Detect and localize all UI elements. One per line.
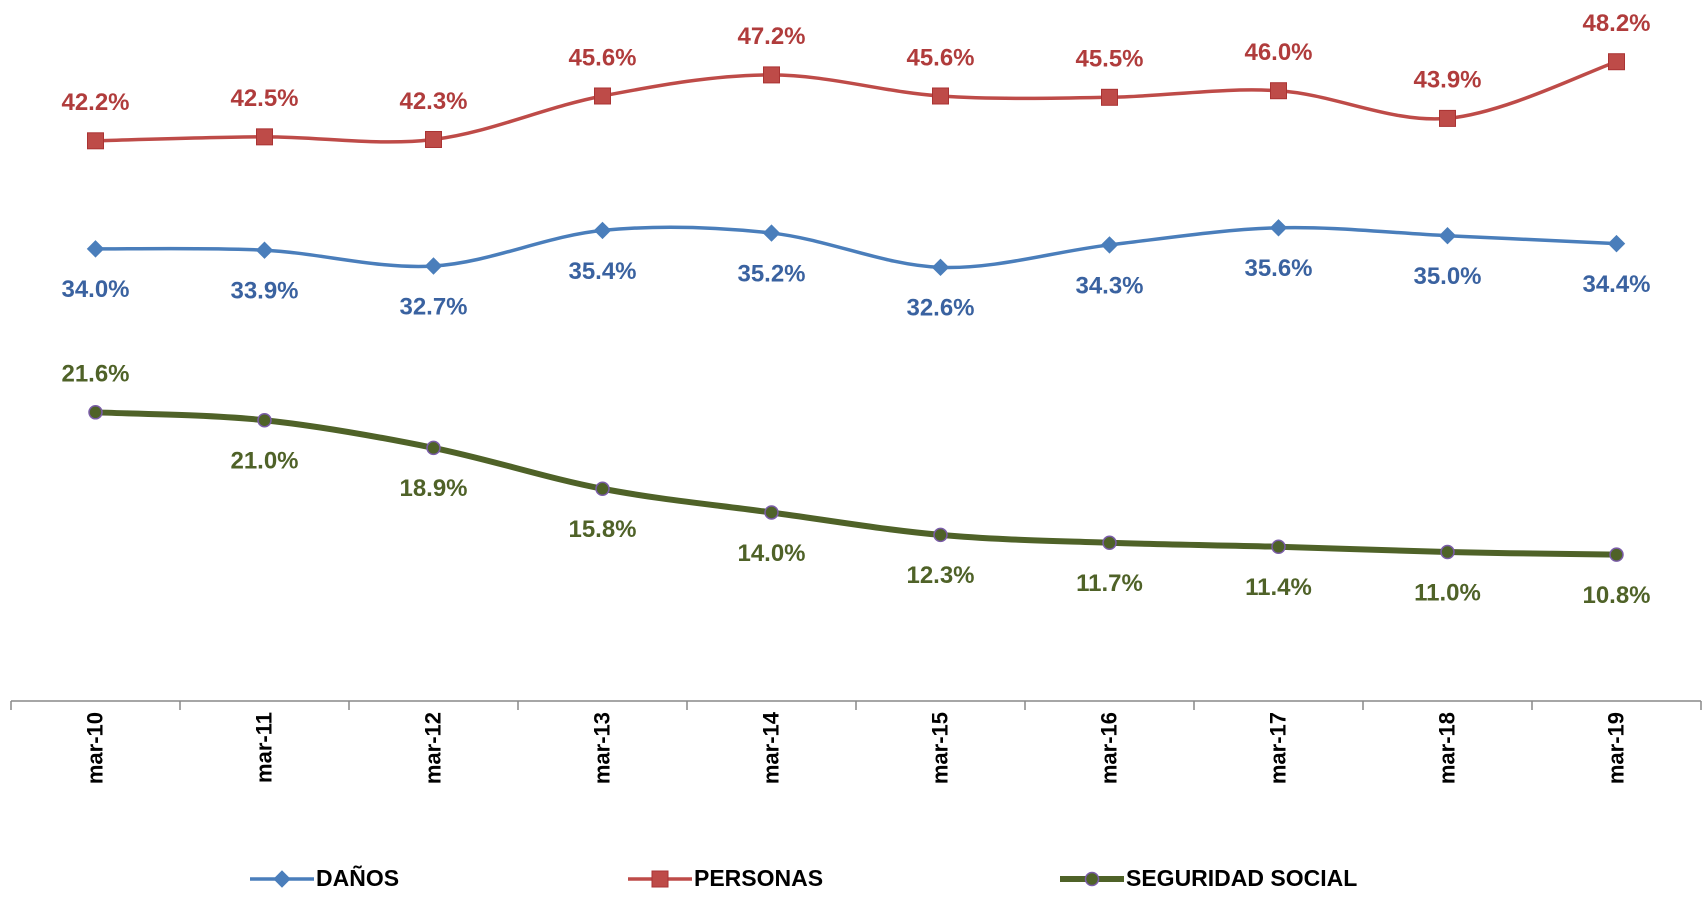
data-label: 34.0% xyxy=(61,276,129,303)
data-point xyxy=(257,412,272,428)
data-label: 45.6% xyxy=(906,44,974,71)
x-tick-label: mar-13 xyxy=(589,712,614,784)
data-label: 10.8% xyxy=(1582,582,1650,609)
data-label: 45.6% xyxy=(568,44,636,71)
data-point xyxy=(1608,53,1625,71)
data-point xyxy=(1440,544,1455,560)
data-label: 15.8% xyxy=(568,516,636,543)
data-point xyxy=(933,527,948,543)
x-tick-label: mar-10 xyxy=(82,712,107,784)
legend-marker xyxy=(651,870,669,888)
x-tick-label: mar-16 xyxy=(1096,712,1121,784)
data-label: 46.0% xyxy=(1244,39,1312,66)
data-label: 32.7% xyxy=(399,293,467,320)
legend-label: SEGURIDAD SOCIAL xyxy=(1126,865,1357,891)
data-point xyxy=(424,257,443,275)
data-point xyxy=(1269,219,1288,237)
data-point xyxy=(426,440,441,456)
data-label: 11.7% xyxy=(1076,570,1143,597)
data-label: 18.9% xyxy=(399,475,467,502)
data-point xyxy=(594,87,611,105)
data-label: 34.3% xyxy=(1075,272,1143,299)
data-point xyxy=(1439,109,1456,127)
data-label: 33.9% xyxy=(230,278,298,305)
data-point xyxy=(1100,236,1119,254)
data-label: 32.6% xyxy=(906,295,974,322)
data-point xyxy=(1270,82,1287,100)
data-point xyxy=(931,258,950,277)
data-label: 11.4% xyxy=(1245,574,1312,601)
legend-marker xyxy=(273,870,291,888)
data-label: 12.3% xyxy=(906,562,974,589)
data-label: 45.5% xyxy=(1075,46,1143,73)
data-point xyxy=(86,240,105,258)
x-tick-label: mar-18 xyxy=(1434,712,1459,784)
data-point xyxy=(425,130,442,148)
data-point xyxy=(1607,234,1626,253)
data-point xyxy=(1609,547,1624,562)
x-tick-label: mar-12 xyxy=(420,712,445,784)
data-label: 42.5% xyxy=(230,85,298,112)
data-label: 21.6% xyxy=(61,361,129,388)
legend-marker xyxy=(1084,871,1100,887)
legend-label: PERSONAS xyxy=(694,865,823,891)
x-tick-label: mar-19 xyxy=(1603,712,1628,784)
data-label: 43.9% xyxy=(1413,67,1481,94)
data-point xyxy=(1438,226,1457,245)
data-point xyxy=(1102,535,1117,551)
data-label: 48.2% xyxy=(1582,10,1650,37)
data-label: 21.0% xyxy=(230,448,298,475)
data-point xyxy=(255,241,274,259)
data-point xyxy=(763,66,780,84)
data-label: 35.4% xyxy=(568,258,636,285)
data-label: 35.0% xyxy=(1413,263,1481,290)
data-label: 35.6% xyxy=(1244,255,1312,282)
series-line xyxy=(95,60,1618,144)
data-point xyxy=(88,405,103,420)
x-tick-label: mar-15 xyxy=(927,712,952,784)
data-label: 47.2% xyxy=(737,23,805,50)
x-tick-label: mar-11 xyxy=(251,712,276,783)
data-label: 14.0% xyxy=(737,540,805,567)
data-label: 42.3% xyxy=(399,88,467,115)
data-label: 34.4% xyxy=(1582,271,1650,298)
series-line xyxy=(95,225,1617,270)
data-point xyxy=(762,224,781,242)
data-label: 42.2% xyxy=(61,89,129,116)
data-point xyxy=(595,481,610,497)
data-label: 35.2% xyxy=(737,260,805,287)
data-point xyxy=(1101,88,1118,106)
data-label: 11.0% xyxy=(1414,579,1481,606)
data-point xyxy=(87,132,104,150)
data-point xyxy=(256,128,273,146)
data-point xyxy=(764,505,779,520)
legend-label: DAÑOS xyxy=(316,864,399,891)
data-point xyxy=(932,87,949,105)
x-tick-label: mar-17 xyxy=(1265,712,1290,784)
data-point xyxy=(1271,539,1286,554)
x-tick-label: mar-14 xyxy=(758,711,783,784)
series-line xyxy=(95,409,1617,558)
data-point xyxy=(593,221,612,240)
